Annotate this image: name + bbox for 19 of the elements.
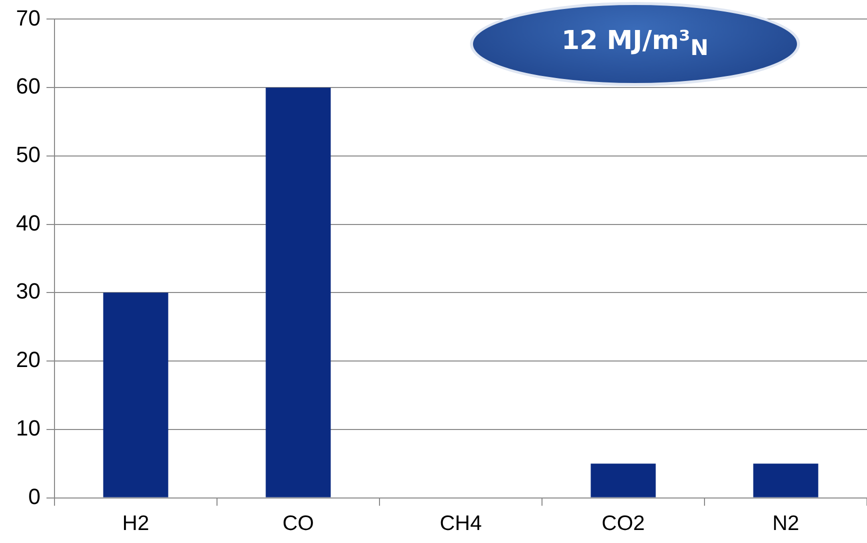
bar [103,292,168,498]
bar [590,464,656,498]
annotation: 12 MJ/m³$_{N}$ [560,26,710,61]
y-tick-label: 10 [16,415,40,440]
x-tick-label: N2 [772,512,800,536]
x-tick-label: CO2 [602,512,645,536]
oval-badge: 12 MJ/m³$_{N}$ [470,2,800,86]
x-tick-label: CH4 [440,512,482,536]
y-tick-label: 60 [16,74,40,99]
y-tick-label: 50 [16,142,40,168]
bar [266,88,331,498]
bar [753,464,818,498]
y-tick-label: 20 [16,347,40,372]
y-tick-label: 70 [16,5,40,30]
x-tick-label: CO [282,512,314,536]
y-tick-label: 30 [16,278,40,304]
y-tick-label: 0 [28,484,40,509]
x-tick-label: H2 [122,512,150,536]
y-tick-label: 40 [16,210,40,236]
